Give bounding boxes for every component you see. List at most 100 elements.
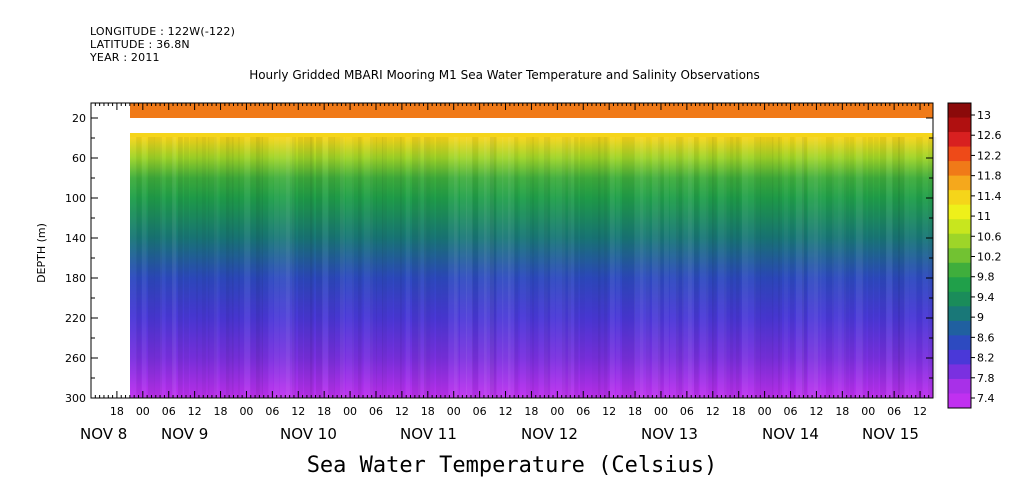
- variability-stripe: [304, 137, 313, 398]
- variability-stripe: [256, 137, 263, 398]
- x-hour-label: 18: [214, 405, 228, 418]
- variability-stripe: [130, 137, 137, 398]
- x-hour-label: 12: [499, 405, 513, 418]
- variability-stripe: [454, 137, 459, 398]
- variability-stripe: [460, 137, 467, 398]
- variability-stripe: [820, 137, 826, 398]
- x-hour-label: 18: [524, 405, 538, 418]
- variability-stripe: [568, 137, 575, 398]
- colorbar-label: 10.6: [977, 230, 1002, 243]
- variability-stripe: [244, 137, 251, 398]
- variability-stripe: [682, 137, 692, 398]
- variability-stripe: [496, 137, 504, 398]
- variability-stripe: [136, 137, 142, 398]
- variability-stripe: [502, 137, 511, 398]
- variability-stripe: [418, 137, 427, 398]
- variability-stripe: [160, 137, 165, 398]
- variability-stripe: [796, 137, 805, 398]
- variability-stripe: [262, 137, 269, 398]
- colorbar-label: 9: [977, 311, 984, 324]
- variability-stripe: [442, 137, 449, 398]
- colorbar-label: 7.4: [977, 392, 995, 405]
- y-tick-label: 260: [65, 352, 86, 365]
- colorbar-frame: [947, 102, 972, 409]
- variability-stripe: [322, 137, 329, 398]
- variability-stripe: [898, 137, 905, 398]
- variability-stripe: [868, 137, 873, 398]
- variability-stripe: [466, 137, 473, 398]
- variability-stripe: [208, 137, 217, 398]
- x-day-label: NOV 13: [641, 425, 698, 443]
- variability-stripe: [328, 137, 335, 398]
- variability-stripe: [712, 137, 717, 398]
- variable-caption: Sea Water Temperature (Celsius): [306, 453, 718, 478]
- variability-stripe: [580, 137, 586, 398]
- variability-stripe: [394, 137, 402, 398]
- x-hour-label: 06: [576, 405, 590, 418]
- variability-stripe: [436, 137, 442, 398]
- variability-stripe: [856, 137, 864, 398]
- y-tick-label: 140: [65, 232, 86, 245]
- variability-stripe: [808, 137, 818, 398]
- variability-stripe: [784, 137, 788, 398]
- colorbar-label: 9.8: [977, 271, 995, 284]
- variability-stripe: [886, 137, 893, 398]
- variability-stripe: [238, 137, 245, 398]
- variability-stripe: [298, 137, 304, 398]
- x-day-label: NOV 12: [521, 425, 578, 443]
- y-tick-label: 20: [72, 112, 86, 125]
- variability-stripe: [658, 137, 664, 398]
- x-hour-label: 12: [291, 405, 305, 418]
- variability-stripe: [274, 137, 280, 398]
- x-hour-label: 12: [602, 405, 616, 418]
- variability-stripe: [382, 137, 388, 398]
- variability-stripe: [850, 137, 855, 398]
- x-hour-label: 12: [913, 405, 927, 418]
- colorbar-label: 7.8: [977, 372, 995, 385]
- x-hour-label: 00: [447, 405, 461, 418]
- colorbar-swatch: [948, 277, 971, 293]
- variability-stripe: [472, 137, 479, 398]
- variability-stripe: [562, 137, 571, 398]
- colorbar-label: 11.4: [977, 190, 1002, 203]
- colorbar-swatch: [948, 161, 971, 177]
- x-hour-label: 06: [162, 405, 176, 418]
- colorbar-label: 9.4: [977, 291, 995, 304]
- x-hour-label: 06: [265, 405, 279, 418]
- variability-stripe: [514, 137, 519, 398]
- variability-stripe: [148, 137, 155, 398]
- variability-stripe: [508, 137, 515, 398]
- colorbar-swatch: [948, 262, 971, 278]
- colorbar-swatch: [948, 248, 971, 264]
- colorbar-swatch: [948, 364, 971, 380]
- colorbar-label: 8.6: [977, 331, 995, 344]
- temperature-field: [130, 133, 933, 398]
- colorbar-swatch: [948, 233, 971, 249]
- x-hour-label: 18: [110, 405, 124, 418]
- variability-stripe: [778, 137, 783, 398]
- colorbar-swatch: [948, 103, 971, 119]
- variability-stripe: [550, 137, 556, 398]
- colorbar-swatch: [948, 146, 971, 162]
- variability-stripe: [388, 137, 393, 398]
- colorbar-swatch: [948, 291, 971, 307]
- colorbar-swatch: [948, 349, 971, 365]
- y-tick-label: 60: [72, 152, 86, 165]
- variability-stripe: [484, 137, 494, 398]
- variability-stripe: [844, 137, 850, 398]
- variability-stripe: [670, 137, 679, 398]
- colorbar-swatch: [948, 306, 971, 322]
- variability-stripe: [652, 137, 661, 398]
- variability-stripe: [700, 137, 709, 398]
- variability-stripe: [874, 137, 879, 398]
- variability-stripe: [916, 137, 923, 398]
- variability-stripe: [592, 137, 601, 398]
- variability-stripe: [214, 137, 218, 398]
- variability-stripe: [310, 137, 315, 398]
- colorbar-swatch: [948, 117, 971, 133]
- variability-stripe: [634, 137, 644, 398]
- variability-stripe: [574, 137, 579, 398]
- variability-stripe: [640, 137, 650, 398]
- x-hour-label: 00: [343, 405, 357, 418]
- y-tick-label: 100: [65, 192, 86, 205]
